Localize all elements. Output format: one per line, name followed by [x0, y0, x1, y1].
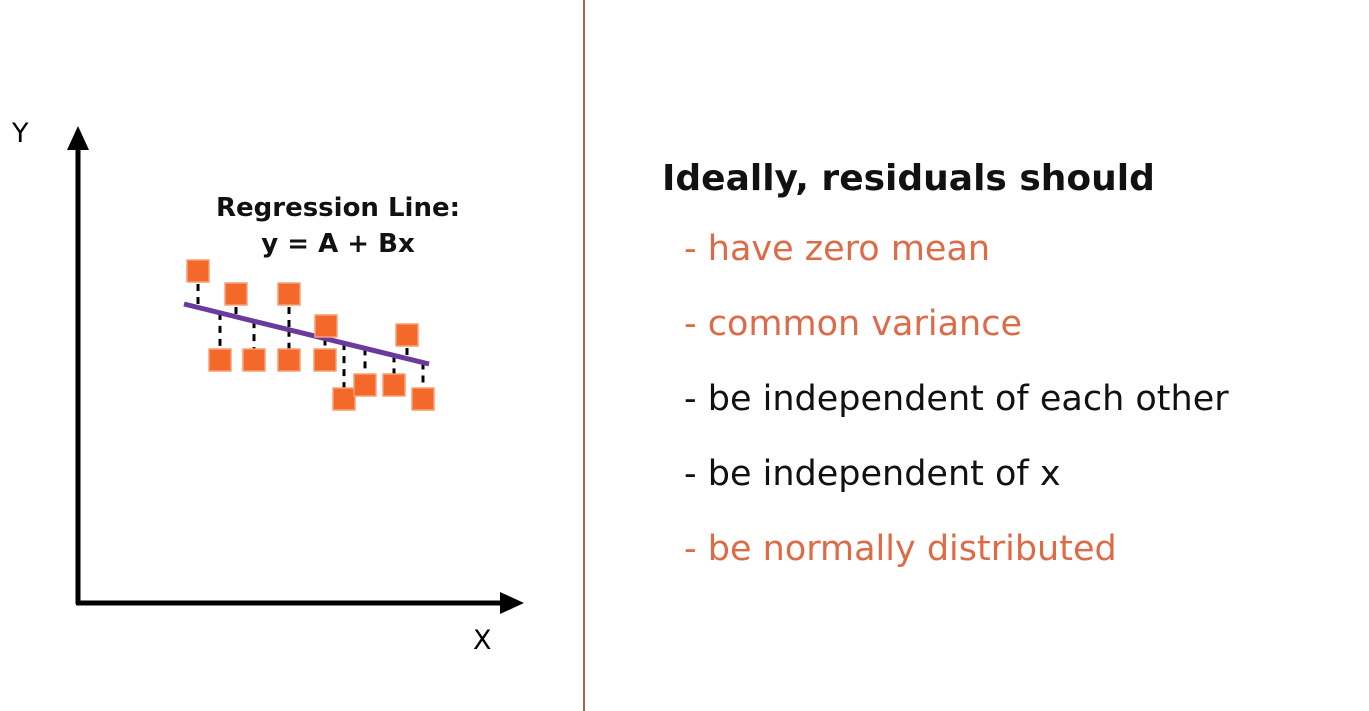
data-point	[208, 348, 232, 372]
panel-heading: Ideally, residuals should	[662, 158, 1155, 199]
data-point	[186, 259, 210, 283]
data-point	[277, 348, 301, 372]
y-axis-label: Y	[12, 118, 29, 149]
assumption-item: - have zero mean	[684, 229, 991, 269]
data-point	[277, 282, 301, 306]
data-point	[332, 387, 356, 411]
y-axis-arrowhead	[67, 126, 89, 150]
data-points	[186, 259, 435, 411]
assumption-item: - be normally distributed	[684, 529, 1117, 569]
data-point	[411, 387, 435, 411]
assumption-list: - have zero mean - common variance - be …	[684, 230, 1229, 605]
x-axis-label: X	[473, 625, 492, 656]
data-point	[224, 282, 248, 306]
x-axis-arrowhead	[500, 592, 524, 614]
regression-line-label: Regression Line: y = A + Bx	[200, 190, 476, 262]
data-point	[242, 348, 266, 372]
regression-line	[183, 301, 430, 367]
regression-equation: y = A + Bx	[261, 229, 415, 259]
data-point	[314, 314, 338, 338]
data-point	[353, 373, 377, 397]
regression-label-title: Regression Line:	[215, 193, 461, 223]
data-point	[382, 373, 406, 397]
panel-divider	[583, 0, 585, 711]
assumption-item: - be independent of each other	[684, 379, 1229, 419]
data-point	[395, 323, 419, 347]
assumption-item: - be independent of x	[684, 454, 1061, 494]
regression-diagram	[67, 126, 524, 614]
assumption-item: - common variance	[684, 304, 1023, 344]
data-point	[313, 348, 337, 372]
